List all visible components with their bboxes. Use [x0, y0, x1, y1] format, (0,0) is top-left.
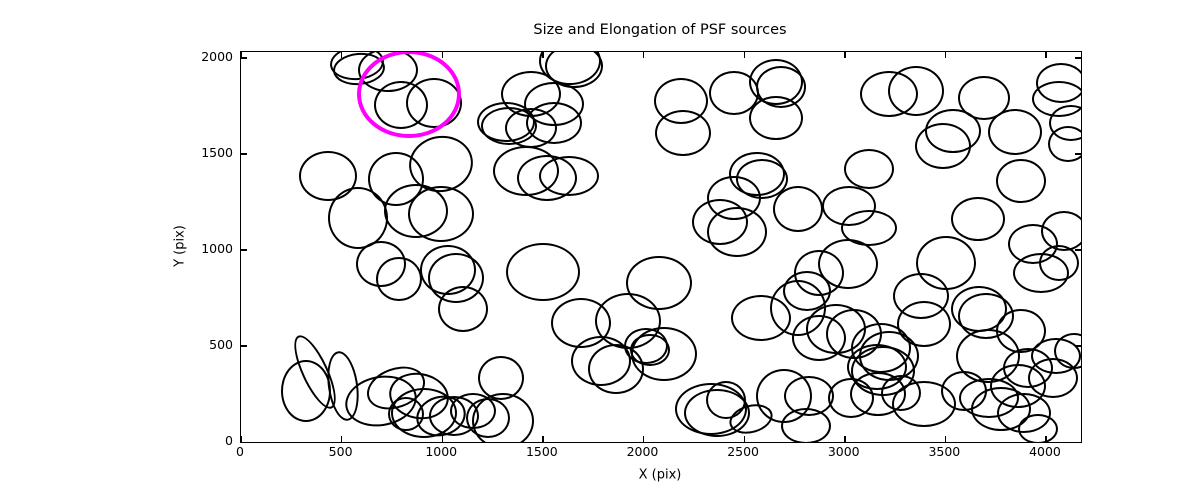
psf-ellipse — [706, 380, 746, 419]
x-axis-label: X (pix) — [638, 467, 682, 483]
psf-ellipse — [749, 95, 804, 141]
x-tick-mark — [743, 436, 745, 442]
y-tick-mark — [241, 249, 247, 251]
y-tick-mark — [241, 441, 247, 442]
highlighted-psf-ellipse — [357, 52, 461, 139]
plot-area — [240, 51, 1082, 443]
psf-ellipse — [539, 156, 599, 196]
psf-ellipse — [281, 360, 331, 422]
x-tick-mark — [944, 52, 947, 58]
psf-ellipse — [1054, 332, 1081, 370]
x-tick-mark — [743, 52, 745, 58]
psf-ellipse — [844, 148, 895, 189]
x-tick-mark — [844, 52, 846, 58]
x-tick-mark — [1045, 52, 1047, 58]
x-tick-mark — [441, 436, 444, 442]
psf-ellipse — [988, 109, 1042, 156]
x-tick-mark — [944, 436, 947, 442]
psf-ellipse — [478, 355, 524, 401]
x-tick-mark — [844, 436, 846, 442]
psf-ellipse — [888, 66, 944, 116]
psf-ellipse — [707, 206, 768, 257]
psf-ellipse — [525, 102, 582, 144]
x-tick-mark — [441, 52, 444, 58]
psf-ellipse — [388, 396, 424, 432]
psf-ellipse — [654, 109, 711, 157]
x-tick-label: 2000 — [626, 444, 659, 459]
x-tick-mark — [241, 436, 242, 442]
psf-ellipse — [625, 255, 692, 311]
psf-ellipse — [631, 326, 697, 382]
x-tick-label: 4000 — [1029, 444, 1061, 459]
x-tick-mark — [341, 436, 343, 442]
y-tick-label: 1000 — [201, 240, 233, 256]
psf-ellipse — [438, 285, 488, 332]
psf-ellipse — [1039, 244, 1079, 282]
x-tick-mark — [341, 52, 343, 58]
psf-ellipse — [773, 186, 823, 233]
psf-ellipse — [506, 243, 581, 302]
y-tick-label: 500 — [209, 336, 233, 352]
y-tick-mark — [241, 57, 247, 59]
psf-ellipse — [996, 158, 1046, 204]
x-tick-label: 1000 — [425, 444, 458, 459]
psf-ellipse — [828, 378, 874, 418]
psf-ellipse — [770, 279, 826, 336]
x-tick-mark — [642, 436, 645, 442]
psf-ellipse — [1018, 413, 1058, 442]
psf-ellipse — [327, 186, 388, 249]
chart-title: Size and Elongation of PSF sources — [533, 22, 787, 38]
psf-ellipse — [780, 408, 831, 442]
x-tick-label: 500 — [328, 444, 353, 459]
psf-ellipse — [472, 393, 534, 442]
x-tick-label: 2500 — [727, 444, 760, 459]
x-tick-label: 3500 — [928, 444, 961, 459]
x-tick-label: 1500 — [525, 444, 558, 459]
psf-ellipse — [376, 256, 422, 302]
x-tick-mark — [642, 52, 645, 58]
psf-ellipse — [841, 209, 898, 246]
x-tick-mark — [542, 436, 544, 442]
y-tick-mark — [1075, 441, 1081, 442]
y-tick-label: 2000 — [201, 48, 233, 64]
psf-ellipse — [408, 186, 475, 243]
psf-ellipse — [914, 122, 971, 169]
psf-ellipse — [1047, 125, 1081, 163]
psf-ellipse — [897, 300, 951, 347]
y-tick-mark — [1075, 249, 1081, 251]
x-tick-label: 0 — [236, 444, 244, 459]
y-tick-label: 1500 — [201, 144, 233, 160]
psf-ellipse — [298, 151, 357, 201]
y-tick-mark — [1075, 57, 1081, 59]
psf-ellipse — [950, 196, 1005, 242]
y-tick-mark — [241, 153, 247, 155]
y-tick-mark — [241, 345, 247, 347]
x-tick-label: 3000 — [827, 444, 860, 459]
x-tick-mark — [241, 52, 242, 58]
psf-ellipse — [958, 76, 1010, 121]
y-tick-label: 0 — [225, 433, 233, 448]
